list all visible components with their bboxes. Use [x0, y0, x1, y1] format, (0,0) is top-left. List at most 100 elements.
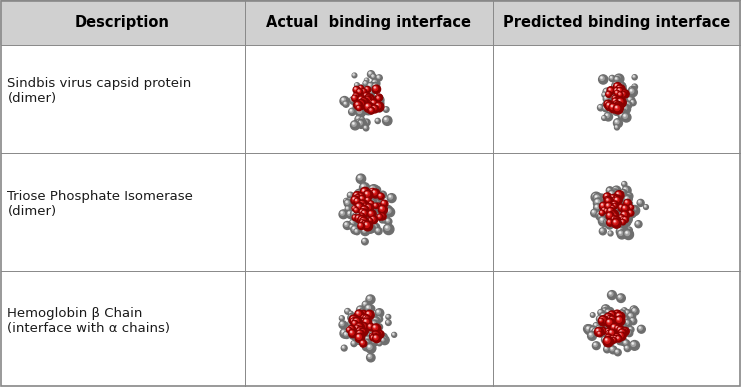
Circle shape	[613, 216, 621, 224]
Circle shape	[357, 202, 364, 209]
Circle shape	[359, 328, 362, 330]
Circle shape	[619, 90, 625, 96]
Circle shape	[364, 341, 368, 344]
Circle shape	[622, 308, 628, 314]
Circle shape	[355, 317, 363, 325]
Circle shape	[379, 194, 382, 197]
Circle shape	[356, 205, 357, 207]
Circle shape	[619, 321, 622, 324]
Circle shape	[630, 206, 631, 207]
Circle shape	[614, 214, 615, 216]
Circle shape	[624, 229, 634, 239]
Circle shape	[361, 207, 363, 210]
Circle shape	[604, 309, 614, 318]
Circle shape	[357, 106, 359, 108]
Circle shape	[387, 315, 389, 317]
Circle shape	[605, 347, 608, 350]
Circle shape	[368, 89, 370, 90]
Circle shape	[365, 108, 368, 111]
Circle shape	[368, 98, 369, 99]
Circle shape	[342, 98, 344, 100]
Circle shape	[368, 318, 371, 321]
Circle shape	[601, 318, 602, 319]
Circle shape	[605, 102, 614, 111]
Circle shape	[624, 341, 625, 343]
Circle shape	[611, 213, 620, 222]
Circle shape	[368, 199, 377, 208]
Circle shape	[370, 200, 373, 204]
Circle shape	[622, 325, 627, 329]
Circle shape	[355, 100, 364, 110]
Circle shape	[359, 213, 365, 219]
Circle shape	[614, 214, 623, 223]
Circle shape	[356, 174, 365, 183]
Circle shape	[611, 347, 614, 351]
Circle shape	[345, 325, 355, 335]
Circle shape	[368, 355, 370, 357]
Circle shape	[354, 194, 358, 198]
Circle shape	[622, 215, 625, 218]
Circle shape	[357, 106, 360, 109]
Circle shape	[614, 87, 620, 94]
Circle shape	[626, 231, 628, 233]
Circle shape	[381, 218, 382, 219]
Circle shape	[374, 205, 376, 207]
Circle shape	[360, 187, 370, 197]
Circle shape	[628, 201, 633, 206]
Circle shape	[385, 226, 390, 230]
Circle shape	[615, 106, 618, 109]
Circle shape	[367, 313, 373, 320]
Circle shape	[599, 319, 602, 322]
Circle shape	[607, 331, 610, 334]
Circle shape	[602, 321, 607, 325]
Circle shape	[372, 75, 373, 76]
Circle shape	[599, 327, 607, 334]
Circle shape	[369, 325, 370, 326]
Circle shape	[373, 203, 379, 209]
Circle shape	[361, 218, 365, 223]
Circle shape	[614, 336, 617, 339]
Circle shape	[608, 209, 612, 212]
Circle shape	[369, 84, 370, 86]
Circle shape	[589, 326, 599, 336]
Circle shape	[612, 84, 618, 90]
Circle shape	[348, 328, 349, 330]
Circle shape	[631, 101, 634, 103]
Circle shape	[609, 340, 611, 341]
Circle shape	[606, 187, 614, 194]
Circle shape	[619, 216, 622, 219]
Circle shape	[614, 91, 619, 96]
Circle shape	[367, 210, 370, 213]
Circle shape	[368, 345, 370, 348]
Circle shape	[377, 310, 379, 312]
Circle shape	[358, 332, 360, 334]
Circle shape	[373, 325, 379, 331]
Circle shape	[369, 98, 370, 99]
Circle shape	[355, 331, 356, 332]
Circle shape	[368, 315, 370, 317]
Circle shape	[619, 93, 621, 96]
Circle shape	[355, 333, 365, 342]
Circle shape	[614, 219, 621, 226]
Circle shape	[360, 323, 368, 331]
Circle shape	[392, 332, 396, 337]
Circle shape	[601, 210, 606, 215]
Circle shape	[364, 335, 366, 337]
Circle shape	[621, 90, 629, 98]
Circle shape	[350, 225, 353, 228]
Circle shape	[618, 92, 623, 98]
Circle shape	[619, 322, 621, 323]
Circle shape	[365, 207, 370, 212]
Circle shape	[604, 107, 605, 108]
Circle shape	[617, 318, 619, 319]
Circle shape	[356, 195, 359, 198]
Circle shape	[614, 313, 617, 315]
Circle shape	[363, 106, 372, 115]
Circle shape	[356, 99, 367, 110]
Circle shape	[363, 222, 365, 224]
Circle shape	[359, 101, 362, 104]
Circle shape	[597, 329, 598, 330]
Circle shape	[610, 313, 611, 314]
Circle shape	[358, 329, 359, 330]
Circle shape	[343, 101, 349, 107]
